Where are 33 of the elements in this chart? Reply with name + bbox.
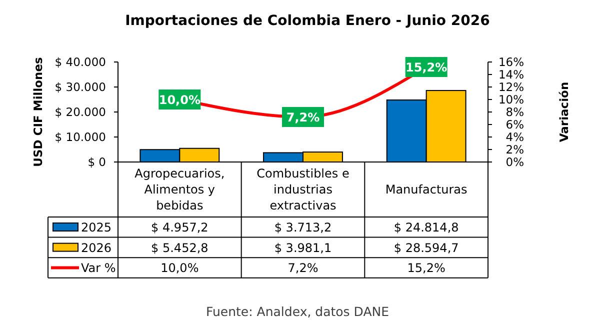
data-label: $ 5.452,8: [151, 240, 208, 255]
x-tick-label: Manufacturas: [385, 182, 468, 196]
y2-tick-label: 14%: [498, 68, 524, 82]
y2-tick-label: 0%: [506, 155, 524, 169]
y-tick-label: $ 0: [88, 155, 106, 169]
y-tick-label: $ 40.000: [54, 55, 106, 69]
data-label: 7,2%: [288, 261, 318, 276]
y2-tick-label: 10%: [498, 92, 524, 106]
y-tick-label: $ 30.000: [54, 80, 106, 94]
data-label: $ 24.814,8: [394, 220, 459, 234]
y2-tick-label: 8%: [506, 105, 524, 119]
data-label: $ 28.594,7: [394, 240, 459, 255]
data-label: $ 3.981,1: [274, 240, 332, 255]
y-tick-label: $ 20.000: [54, 105, 106, 119]
chart-title: Importaciones de Colombia Enero - Junio 2026: [125, 13, 490, 29]
y-axis-title: USD CIF Millones: [31, 56, 45, 167]
data-label: $ 4.957,2: [151, 220, 208, 234]
x-tick-label: Agropecuarios, Alimentos y bebidas: [134, 166, 225, 212]
y-tick-label: $ 10.000: [54, 130, 106, 144]
legend-label: 2026: [81, 240, 112, 255]
y2-tick-label: 4%: [506, 130, 524, 144]
legend-label: Var %: [81, 261, 116, 276]
data-label: 15,2%: [407, 261, 446, 276]
source-note: Fuente: Analdex, datos DANE: [206, 304, 390, 319]
y2-tick-label: 6%: [506, 118, 524, 132]
legend-label: 2025: [81, 220, 112, 234]
data-label: $ 3.713,2: [274, 220, 332, 234]
x-tick-label: Combustibles e industrias extractivas: [256, 166, 350, 212]
data-label: 10,0%: [160, 261, 199, 276]
y2-tick-label: 16%: [498, 55, 524, 69]
y2-axis-title: Variación: [557, 82, 571, 142]
y2-tick-label: 2%: [506, 142, 524, 156]
y2-tick-label: 12%: [498, 80, 524, 94]
